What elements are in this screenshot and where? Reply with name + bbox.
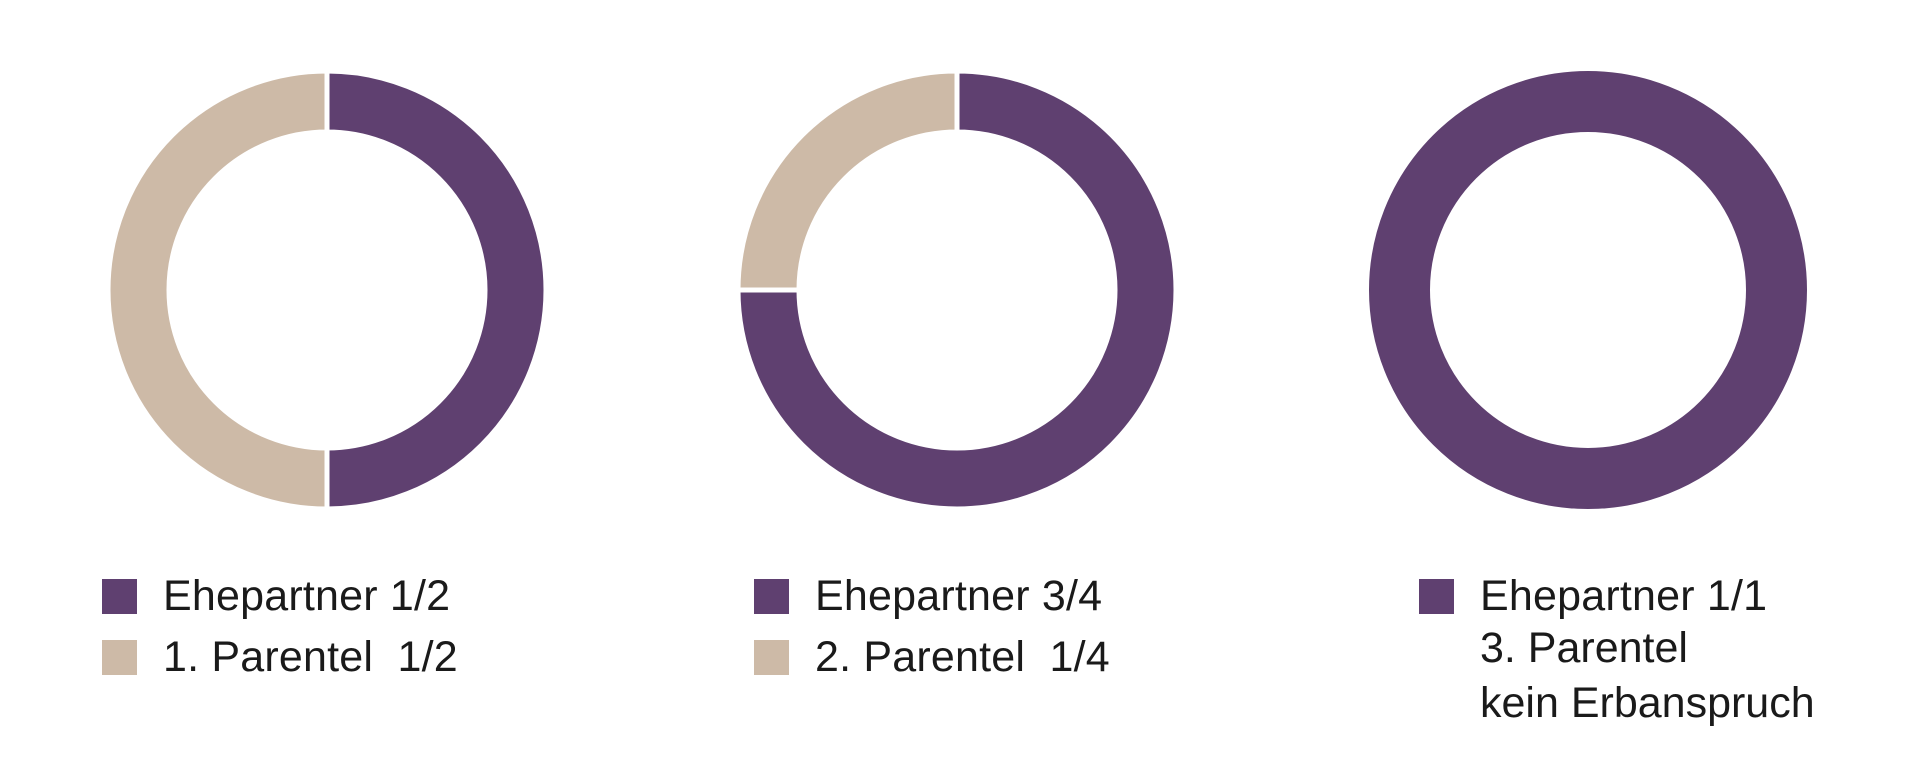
legend-item: Ehepartner 3/4: [754, 566, 1110, 627]
legend-swatch: [102, 579, 137, 614]
legend-label: Ehepartner 1/1: [1480, 572, 1768, 620]
legend-label: 2. Parentel 1/4: [815, 633, 1110, 681]
legend-swatch: [754, 579, 789, 614]
donut-slice-2: [105, 68, 330, 512]
legend-chart-1: Ehepartner 1/2 1. Parentel 1/2: [102, 566, 458, 688]
legend-label: Ehepartner 1/2: [163, 572, 451, 620]
legend-chart-2: Ehepartner 3/4 2. Parentel 1/4: [754, 566, 1110, 688]
legend-item: 2. Parentel 1/4: [754, 627, 1110, 688]
legend-label: 1. Parentel 1/2: [163, 633, 458, 681]
legend-swatch: [754, 640, 789, 675]
legend-item: 1. Parentel 1/2: [102, 627, 458, 688]
donut-slice-1: [735, 68, 1179, 512]
legend-label: Ehepartner 3/4: [815, 572, 1103, 620]
legend-swatch: [102, 640, 137, 675]
donut-slice-1: [1369, 71, 1807, 509]
legend-item: Ehepartner 1/1: [1419, 566, 1815, 627]
legend-swatch: [1419, 579, 1454, 614]
legend-note: kein Erbanspruch: [1480, 679, 1815, 727]
donut-slice-2: [735, 68, 960, 293]
legend-item: Ehepartner 1/2: [102, 566, 458, 627]
legend-chart-3: Ehepartner 1/1 3. Parentel kein Erbanspr…: [1419, 566, 1815, 731]
donut-slice-1: [324, 68, 549, 512]
legend-note: 3. Parentel: [1480, 624, 1688, 672]
